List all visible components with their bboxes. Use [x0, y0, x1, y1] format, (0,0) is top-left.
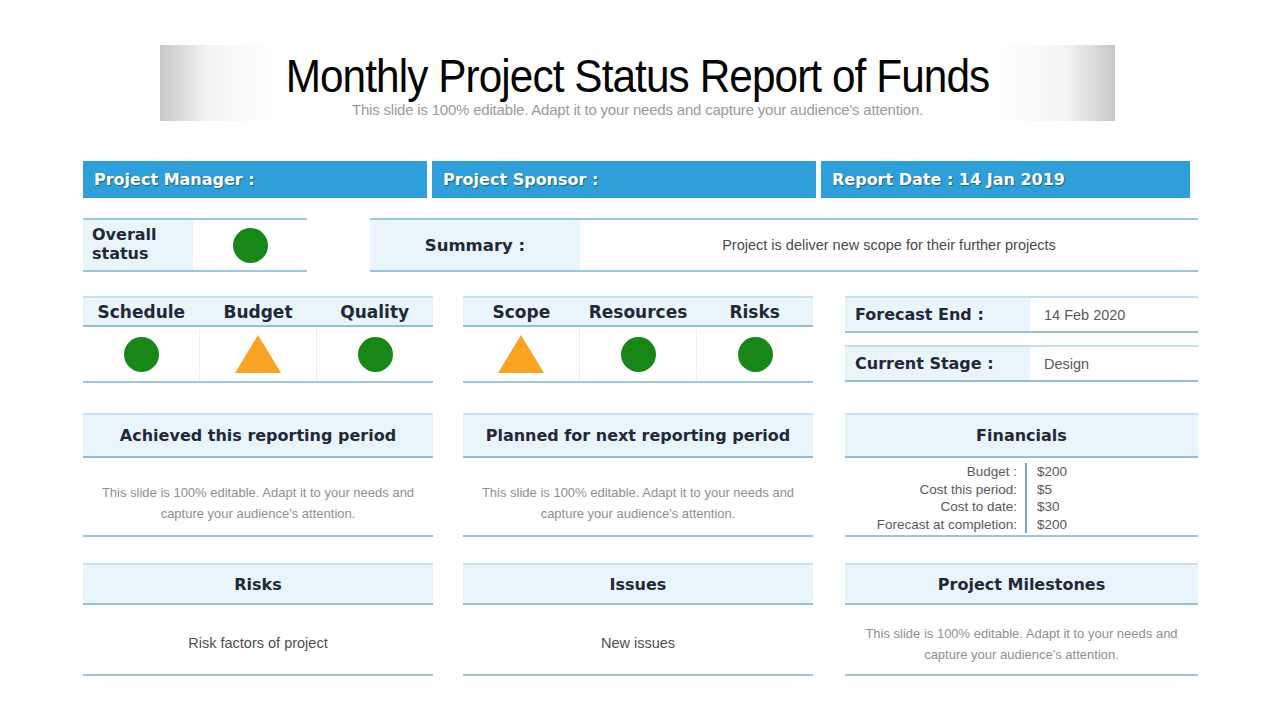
financials-label: Cost to date: — [845, 498, 1025, 516]
financials-label: Budget : — [845, 463, 1025, 481]
section-header-achieved: Achieved this reporting period — [83, 413, 433, 458]
financials-label: Forecast at completion: — [845, 516, 1025, 534]
financials-row: Budget : $200 — [845, 463, 1198, 481]
current-stage-label: Current Stage : — [845, 347, 1030, 380]
current-stage-value: Design — [1030, 347, 1198, 380]
section-header-risks: Risks — [83, 563, 433, 605]
status-table-body — [83, 327, 433, 383]
overall-status-label: Overall status — [83, 220, 193, 270]
achieved-body-text: This slide is 100% editable. Adapt it to… — [93, 483, 423, 525]
issues-body-text: New issues — [463, 632, 813, 655]
financials-row: Cost this period: $5 — [845, 481, 1198, 499]
report-date-bar: Report Date : 14 Jan 2019 — [821, 161, 1190, 198]
section-underline — [463, 674, 813, 676]
status-table-schedule-budget-quality: Schedule Budget Quality — [83, 296, 433, 383]
project-sponsor-bar: Project Sponsor : — [432, 161, 816, 198]
summary-panel: Summary : Project is deliver new scope f… — [370, 218, 1198, 272]
column-header-quality: Quality — [316, 298, 433, 325]
project-manager-bar: Project Manager : — [83, 161, 427, 198]
status-table-body — [463, 327, 813, 383]
section-header-milestones: Project Milestones — [845, 563, 1198, 605]
section-underline — [83, 535, 433, 537]
section-underline — [463, 535, 813, 537]
amber-triangle-icon — [498, 335, 544, 373]
green-circle-icon — [358, 337, 393, 372]
section-header-issues: Issues — [463, 563, 813, 605]
forecast-end-label: Forecast End : — [845, 298, 1030, 331]
status-table-scope-resources-risks: Scope Resources Risks — [463, 296, 813, 383]
page-subtitle: This slide is 100% editable. Adapt it to… — [160, 101, 1115, 118]
financials-row: Forecast at completion: $200 — [845, 516, 1198, 534]
financials-row: Cost to date: $30 — [845, 498, 1198, 516]
green-circle-icon — [124, 337, 159, 372]
section-underline — [83, 674, 433, 676]
risks-body-text: Risk factors of project — [83, 632, 433, 655]
financials-table: Budget : $200 Cost this period: $5 Cost … — [845, 463, 1198, 533]
slide-canvas: Monthly Project Status Report of Funds T… — [0, 0, 1280, 720]
current-stage-row: Current Stage : Design — [845, 345, 1198, 382]
column-header-scope: Scope — [463, 298, 580, 325]
financials-value: $5 — [1025, 481, 1052, 499]
forecast-end-row: Forecast End : 14 Feb 2020 — [845, 296, 1198, 333]
green-circle-icon — [738, 337, 773, 372]
summary-label: Summary : — [370, 220, 580, 270]
summary-text: Project is deliver new scope for their f… — [580, 220, 1198, 270]
page-title: Monthly Project Status Report of Funds — [198, 49, 1077, 103]
overall-status-panel: Overall status — [83, 218, 307, 272]
financials-value: $200 — [1025, 463, 1067, 481]
green-circle-icon — [233, 228, 268, 263]
financials-value: $30 — [1025, 498, 1060, 516]
overall-status-indicator-cell — [193, 220, 307, 270]
status-table-header: Schedule Budget Quality — [83, 296, 433, 327]
section-underline — [845, 535, 1198, 537]
column-header-budget: Budget — [200, 298, 317, 325]
green-circle-icon — [621, 337, 656, 372]
status-table-header: Scope Resources Risks — [463, 296, 813, 327]
financials-value: $200 — [1025, 516, 1067, 534]
financials-label: Cost this period: — [845, 481, 1025, 499]
amber-triangle-icon — [235, 335, 281, 373]
forecast-end-value: 14 Feb 2020 — [1030, 298, 1198, 331]
column-header-risks: Risks — [696, 298, 813, 325]
column-header-schedule: Schedule — [83, 298, 200, 325]
planned-body-text: This slide is 100% editable. Adapt it to… — [473, 483, 803, 525]
column-header-resources: Resources — [580, 298, 697, 325]
section-underline — [845, 674, 1198, 676]
section-header-financials: Financials — [845, 413, 1198, 458]
section-header-planned: Planned for next reporting period — [463, 413, 813, 458]
milestones-body-text: This slide is 100% editable. Adapt it to… — [855, 624, 1188, 666]
